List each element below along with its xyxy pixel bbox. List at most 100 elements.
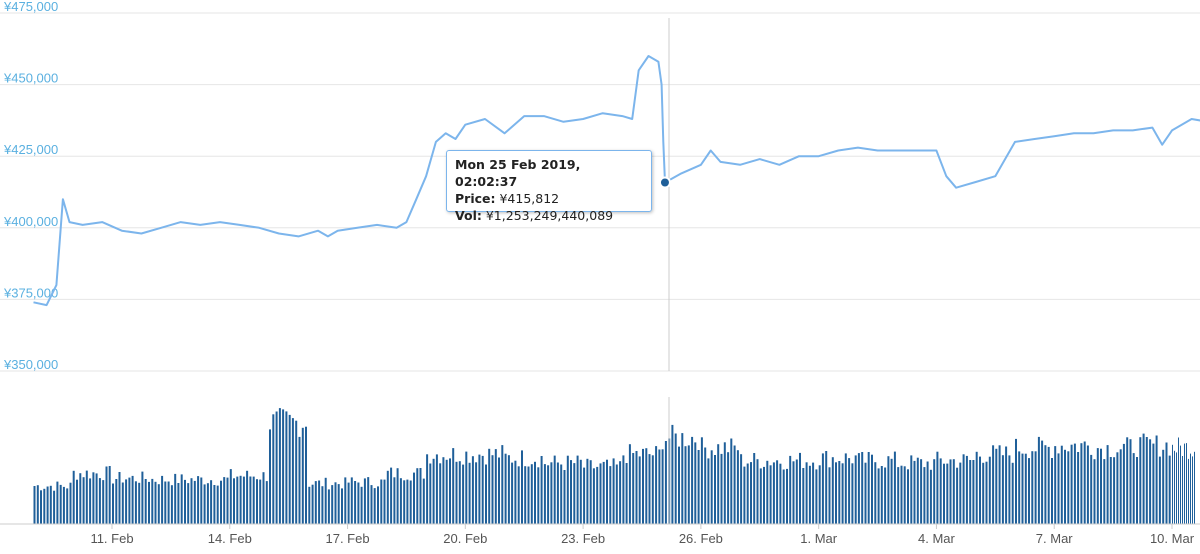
volume-bar (223, 477, 225, 524)
volume-bar (1005, 447, 1007, 525)
volume-bar (799, 453, 801, 524)
volume-bar (606, 460, 608, 524)
volume-bar (626, 463, 628, 524)
volume-bar (256, 479, 258, 524)
volume-bar (498, 458, 500, 525)
volume-bar (1169, 456, 1171, 524)
volume-bar (1080, 443, 1082, 524)
volume-bar (289, 415, 291, 524)
volume-bar (191, 478, 193, 524)
volume-bar (348, 483, 350, 524)
volume-bar (357, 483, 359, 525)
volume-bar (567, 456, 569, 524)
volume-bar (1156, 436, 1158, 525)
volume-bar (766, 461, 768, 524)
volume-bar (413, 473, 415, 524)
volume-bar (164, 482, 166, 525)
volume-bar (583, 468, 585, 524)
volume-bar (884, 468, 886, 525)
volume-bar (341, 488, 343, 524)
volume-bar (495, 449, 497, 524)
volume-bar (992, 445, 994, 524)
volume-bar (220, 481, 222, 524)
volume-bar (675, 434, 677, 525)
volume-bar (773, 462, 775, 524)
volume-bar (465, 452, 467, 524)
volume-bar (665, 441, 667, 524)
volume-bar (1126, 437, 1128, 524)
price-tick-label: ¥350,000 (3, 357, 58, 372)
volume-bar (292, 418, 294, 524)
volume-bar (132, 476, 134, 524)
volume-bar (671, 425, 673, 524)
volume-bar (469, 463, 471, 524)
volume-bar (580, 460, 582, 524)
volume-bar (351, 477, 353, 524)
volume-bar (1162, 450, 1164, 524)
volume-bar (1176, 452, 1177, 524)
volume-bar (969, 460, 971, 524)
volume-bar (1038, 437, 1040, 524)
volume-bar (171, 485, 173, 524)
volume-bar (187, 483, 189, 524)
volume-bar (423, 479, 425, 524)
volume-bar (590, 460, 592, 524)
volume-bar (452, 448, 454, 524)
volume-bar (734, 446, 736, 525)
volume-bar (406, 480, 408, 524)
volume-bar (328, 489, 330, 524)
volume-bar (636, 451, 638, 524)
volume-bar (1146, 437, 1148, 524)
volume-bar (995, 449, 997, 524)
tooltip-vol-value: ¥1,253,249,440,089 (486, 208, 613, 223)
volume-bar (809, 466, 811, 524)
volume-bar (907, 469, 909, 524)
tooltip-title: Mon 25 Feb 2019, 02:02:37 (455, 156, 643, 190)
volume-bar (1044, 445, 1046, 524)
hover-point-marker[interactable] (660, 178, 670, 188)
volume-bar (364, 478, 366, 524)
volume-bar (560, 465, 562, 525)
volume-bar (246, 471, 248, 524)
volume-bar (901, 466, 903, 524)
volume-bar (927, 462, 929, 525)
volume-bar (374, 488, 376, 524)
volume-bar (393, 477, 395, 524)
volume-bar (891, 459, 893, 524)
volume-bar (1025, 454, 1027, 524)
volume-bar (161, 476, 163, 524)
volume-bar (541, 456, 543, 524)
volume-bar (462, 465, 464, 524)
volume-bar (135, 481, 137, 524)
volume-bar (691, 437, 693, 524)
volume-bar (47, 487, 49, 525)
volume-bar (858, 453, 860, 524)
time-tick-label: 20. Feb (443, 531, 487, 546)
volume-bar (158, 484, 160, 524)
volume-bar (40, 490, 42, 524)
volume-bar (596, 467, 598, 524)
volume-bar (1048, 447, 1050, 524)
volume-bar (514, 461, 516, 524)
price-tick-label: ¥475,000 (3, 0, 58, 14)
volume-bar (1143, 434, 1145, 524)
volume-bar (442, 457, 444, 524)
volume-bar (822, 453, 824, 524)
volume-bar (485, 465, 487, 525)
volume-bar (972, 460, 974, 524)
volume-bar (1130, 439, 1132, 524)
volume-bar (1054, 446, 1056, 524)
volume-bar (557, 463, 559, 525)
volume-bar (887, 456, 889, 524)
volume-bar (282, 409, 284, 524)
volume-bar (730, 439, 732, 525)
volume-bar (593, 468, 595, 524)
volume-bar (1100, 449, 1102, 524)
volume-bar (83, 477, 85, 524)
volume-bar (501, 445, 503, 524)
volume-bar (874, 462, 876, 524)
volume-bar (416, 468, 418, 524)
